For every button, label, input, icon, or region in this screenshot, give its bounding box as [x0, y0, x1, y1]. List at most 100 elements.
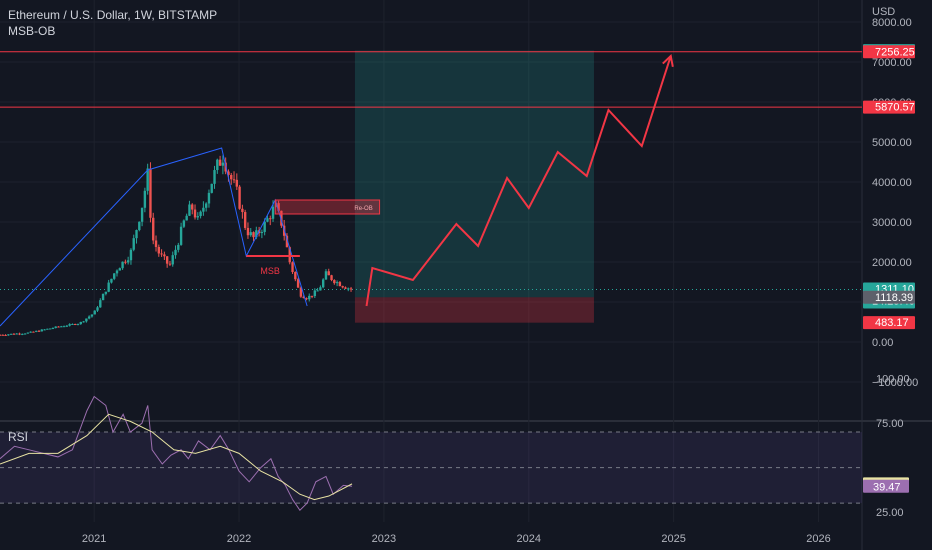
candle-body[interactable]: [199, 211, 202, 217]
candle-body[interactable]: [305, 298, 308, 300]
candle-body[interactable]: [71, 324, 74, 326]
rsi-line[interactable]: [0, 395, 353, 511]
candle-body[interactable]: [99, 300, 102, 308]
projection-path[interactable]: [365, 55, 672, 307]
candle-body[interactable]: [188, 204, 191, 216]
candle-body[interactable]: [18, 333, 21, 335]
candle-body[interactable]: [90, 314, 94, 317]
position-target-zone[interactable]: [354, 50, 594, 298]
main-price-plot[interactable]: Re-OB MSB: [0, 50, 862, 337]
candle-body[interactable]: [349, 288, 353, 290]
candle-body[interactable]: [85, 318, 88, 322]
candle-body[interactable]: [43, 329, 46, 331]
candle-body[interactable]: [0, 334, 2, 336]
candle-body[interactable]: [235, 179, 239, 187]
candle-body[interactable]: [171, 255, 174, 265]
candle-body[interactable]: [316, 290, 319, 292]
candle-body[interactable]: [344, 287, 347, 289]
candle-body[interactable]: [7, 334, 10, 336]
candle-body[interactable]: [249, 232, 252, 236]
candle-body[interactable]: [221, 162, 225, 166]
candle-body[interactable]: [160, 253, 163, 255]
candle-body[interactable]: [319, 287, 322, 291]
candle-body[interactable]: [82, 321, 85, 323]
candle-body[interactable]: [324, 271, 328, 280]
candle-body[interactable]: [210, 183, 213, 193]
candle-body[interactable]: [202, 207, 205, 212]
candle-body[interactable]: [163, 254, 166, 257]
candle-body[interactable]: [191, 204, 194, 210]
candle-body[interactable]: [9, 333, 13, 335]
candle-body[interactable]: [129, 249, 133, 261]
candle-body[interactable]: [269, 218, 272, 220]
candle-body[interactable]: [246, 227, 250, 236]
candle-body[interactable]: [165, 256, 169, 264]
candle-body[interactable]: [35, 330, 38, 332]
candle-body[interactable]: [285, 235, 289, 248]
candle-body[interactable]: [238, 186, 241, 209]
candle-body[interactable]: [101, 293, 105, 301]
candle-body[interactable]: [213, 170, 216, 184]
candle-body[interactable]: [193, 209, 197, 218]
order-block[interactable]: [274, 199, 381, 215]
candle-body[interactable]: [154, 240, 158, 247]
candle-body[interactable]: [302, 296, 305, 299]
candle-body[interactable]: [68, 324, 71, 326]
candle-body[interactable]: [146, 168, 149, 191]
candle-body[interactable]: [260, 231, 264, 234]
indicator-name[interactable]: MSB-OB: [8, 24, 56, 38]
candle-body[interactable]: [291, 262, 294, 273]
candle-body[interactable]: [1, 334, 4, 336]
candle-body[interactable]: [15, 333, 18, 335]
candle-body[interactable]: [266, 218, 269, 222]
candle-body[interactable]: [177, 244, 180, 250]
candle-body[interactable]: [140, 207, 144, 222]
candle-body[interactable]: [74, 324, 77, 326]
candle-body[interactable]: [60, 326, 63, 328]
candle-body[interactable]: [277, 203, 280, 211]
candle-body[interactable]: [271, 206, 275, 219]
candle-body[interactable]: [308, 295, 311, 300]
candle-body[interactable]: [347, 288, 350, 290]
zigzag-line[interactable]: [0, 147, 308, 327]
candle-body[interactable]: [121, 261, 124, 269]
candle-body[interactable]: [327, 271, 330, 276]
candle-body[interactable]: [182, 220, 186, 227]
candle-body[interactable]: [115, 270, 119, 274]
price-axis[interactable]: USD8000.007000.006000.005000.004000.0030…: [872, 6, 918, 519]
candle-body[interactable]: [96, 307, 99, 311]
candle-body[interactable]: [227, 171, 230, 175]
candle-body[interactable]: [230, 174, 233, 180]
candle-body[interactable]: [243, 212, 247, 228]
candle-body[interactable]: [57, 326, 60, 328]
candle-body[interactable]: [118, 268, 121, 271]
candle-body[interactable]: [310, 295, 314, 297]
candle-body[interactable]: [21, 333, 24, 335]
candle-body[interactable]: [263, 221, 266, 232]
candle-body[interactable]: [113, 273, 116, 279]
candle-body[interactable]: [338, 282, 342, 287]
candle-body[interactable]: [26, 332, 30, 334]
candle-body[interactable]: [274, 203, 278, 207]
candle-body[interactable]: [252, 232, 255, 238]
candle-body[interactable]: [135, 230, 138, 239]
candle-body[interactable]: [204, 203, 208, 208]
candle-body[interactable]: [296, 279, 300, 288]
candle-body[interactable]: [46, 328, 49, 330]
candle-body[interactable]: [51, 327, 55, 329]
rsi-label[interactable]: RSI: [8, 430, 29, 444]
candle-body[interactable]: [110, 278, 113, 283]
candle-body[interactable]: [288, 247, 291, 263]
candles[interactable]: [0, 155, 353, 337]
candle-body[interactable]: [232, 179, 236, 181]
candle-body[interactable]: [104, 291, 108, 294]
candle-body[interactable]: [218, 159, 222, 166]
candle-body[interactable]: [40, 329, 43, 332]
candle-body[interactable]: [87, 316, 91, 319]
time-axis[interactable]: 2021 2022 2023 2024 2025 2026: [82, 533, 831, 545]
candle-body[interactable]: [76, 323, 80, 325]
candle-body[interactable]: [280, 210, 283, 226]
candle-body[interactable]: [216, 159, 219, 171]
candle-body[interactable]: [143, 190, 147, 208]
